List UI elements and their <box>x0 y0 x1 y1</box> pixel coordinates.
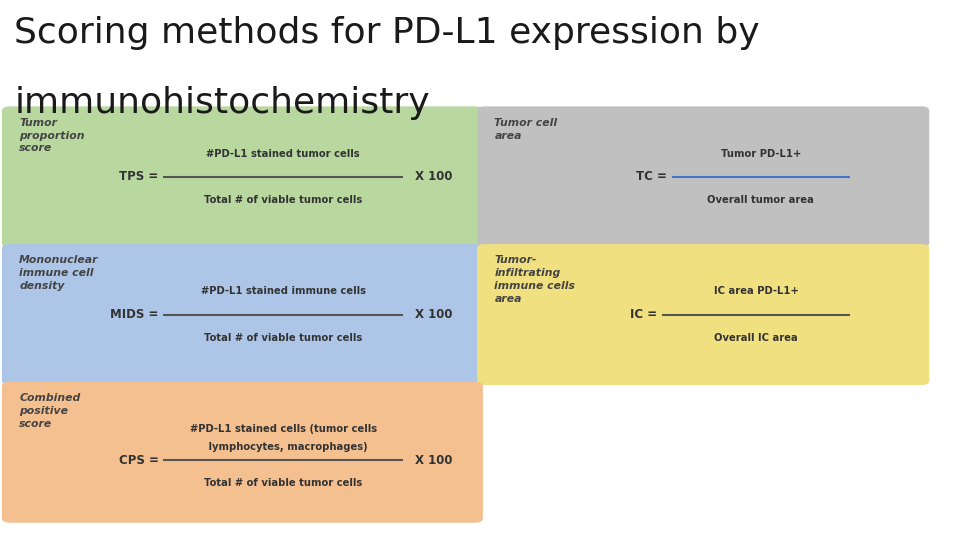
Text: Overall IC area: Overall IC area <box>714 333 798 343</box>
Text: MIDS =: MIDS = <box>110 308 158 321</box>
Text: #PD-L1 stained cells (tumor cells: #PD-L1 stained cells (tumor cells <box>190 424 376 434</box>
Text: Tumor
proportion
score: Tumor proportion score <box>19 118 84 153</box>
Text: CPS =: CPS = <box>118 454 158 467</box>
Text: Total # of viable tumor cells: Total # of viable tumor cells <box>204 478 362 488</box>
Text: X 100: X 100 <box>415 170 452 184</box>
FancyBboxPatch shape <box>2 244 483 385</box>
Text: Tumor PD-L1+: Tumor PD-L1+ <box>721 148 801 159</box>
Text: Combined
positive
score: Combined positive score <box>19 393 81 429</box>
FancyBboxPatch shape <box>2 106 483 247</box>
Text: Tumor cell
area: Tumor cell area <box>494 118 558 140</box>
Text: immunohistochemistry: immunohistochemistry <box>14 86 430 120</box>
FancyBboxPatch shape <box>2 382 483 523</box>
Text: TC =: TC = <box>636 170 667 184</box>
Text: #PD-L1 stained immune cells: #PD-L1 stained immune cells <box>201 286 366 296</box>
Text: X 100: X 100 <box>415 308 452 321</box>
Text: Overall tumor area: Overall tumor area <box>708 195 814 205</box>
Text: IC =: IC = <box>631 308 658 321</box>
Text: TPS =: TPS = <box>119 170 158 184</box>
Text: Tumor-
infiltrating
immune cells
area: Tumor- infiltrating immune cells area <box>494 255 575 304</box>
Text: lymphocytes, macrophages): lymphocytes, macrophages) <box>199 442 368 452</box>
Text: Mononuclear
immune cell
density: Mononuclear immune cell density <box>19 255 99 291</box>
Text: Scoring methods for PD-L1 expression by: Scoring methods for PD-L1 expression by <box>14 16 760 50</box>
FancyBboxPatch shape <box>477 244 929 385</box>
Text: IC area PD-L1+: IC area PD-L1+ <box>713 286 799 296</box>
Text: Total # of viable tumor cells: Total # of viable tumor cells <box>204 333 362 343</box>
Text: Total # of viable tumor cells: Total # of viable tumor cells <box>204 195 362 205</box>
FancyBboxPatch shape <box>477 106 929 247</box>
Text: #PD-L1 stained tumor cells: #PD-L1 stained tumor cells <box>206 148 360 159</box>
Text: X 100: X 100 <box>415 454 452 467</box>
